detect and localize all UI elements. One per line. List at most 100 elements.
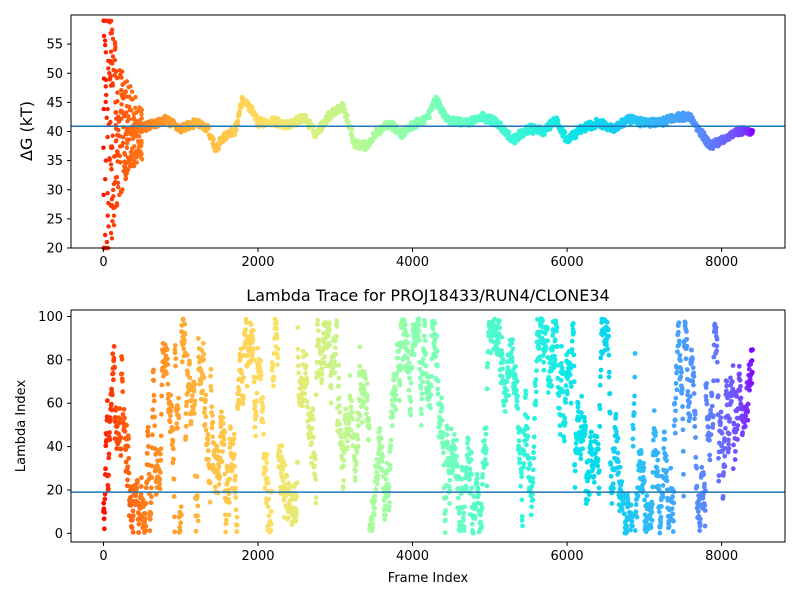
bottom-point bbox=[171, 514, 177, 520]
bottom-point bbox=[484, 446, 489, 452]
bottom-point bbox=[333, 351, 339, 357]
bottom-point bbox=[734, 426, 740, 432]
bottom-point bbox=[715, 393, 721, 399]
top-point bbox=[108, 162, 114, 167]
bottom-point bbox=[226, 499, 232, 505]
bottom-point bbox=[366, 416, 372, 421]
bottom-point bbox=[232, 451, 237, 457]
top-point bbox=[118, 160, 123, 165]
bottom-point bbox=[205, 448, 211, 454]
top-point bbox=[104, 239, 110, 245]
bottom-point bbox=[745, 401, 751, 407]
bottom-point bbox=[691, 391, 697, 396]
bottom-point bbox=[737, 371, 742, 377]
bottom-point bbox=[483, 431, 489, 437]
bottom-point bbox=[309, 460, 315, 466]
bottom-point bbox=[239, 370, 245, 376]
bottom-point bbox=[551, 365, 557, 370]
bottom-point bbox=[559, 365, 565, 371]
bottom-point bbox=[682, 320, 688, 326]
bottom-point bbox=[192, 381, 198, 387]
bottom-point bbox=[417, 375, 423, 381]
bottom-point bbox=[340, 442, 345, 448]
bottom-point bbox=[355, 443, 361, 449]
bottom-point bbox=[481, 465, 487, 470]
top-x-tick-label: 8000 bbox=[705, 255, 738, 270]
bottom-point bbox=[534, 368, 539, 374]
bottom-point bbox=[713, 325, 719, 331]
bottom-point bbox=[432, 320, 438, 326]
bottom-point bbox=[633, 509, 639, 514]
bottom-point bbox=[310, 417, 316, 422]
bottom-point bbox=[363, 406, 369, 411]
bottom-point bbox=[370, 521, 375, 527]
bottom-point bbox=[202, 422, 208, 427]
bottom-point bbox=[304, 399, 310, 405]
bottom-point bbox=[649, 517, 655, 523]
bottom-point bbox=[406, 369, 412, 375]
bottom-point bbox=[195, 518, 201, 524]
bottom-point bbox=[357, 413, 363, 419]
bottom-point bbox=[613, 428, 619, 434]
bottom-point bbox=[222, 512, 228, 518]
bottom-y-axis-label: Lambda Index bbox=[14, 380, 29, 473]
bottom-point bbox=[406, 360, 412, 366]
top-point bbox=[249, 105, 255, 111]
bottom-point bbox=[350, 416, 355, 422]
bottom-point bbox=[624, 523, 630, 529]
bottom-point bbox=[631, 411, 637, 416]
top-point bbox=[133, 110, 139, 115]
bottom-point bbox=[660, 483, 666, 488]
bottom-point bbox=[659, 504, 664, 509]
bottom-point bbox=[387, 449, 393, 454]
bottom-point bbox=[617, 464, 623, 470]
bottom-point bbox=[704, 401, 710, 407]
top-point bbox=[114, 75, 120, 81]
bottom-point bbox=[674, 365, 680, 370]
bottom-point bbox=[714, 348, 720, 354]
bottom-point bbox=[216, 481, 222, 487]
bottom-point bbox=[315, 322, 320, 328]
bottom-point bbox=[418, 385, 424, 391]
bottom-point bbox=[564, 391, 570, 397]
bottom-point bbox=[442, 517, 448, 523]
bottom-point bbox=[501, 402, 507, 408]
bottom-y-tick-label: 100 bbox=[38, 310, 63, 325]
bottom-point bbox=[499, 334, 505, 340]
bottom-point bbox=[530, 480, 536, 485]
bottom-point bbox=[159, 411, 164, 417]
bottom-point bbox=[390, 414, 396, 420]
bottom-point bbox=[697, 516, 703, 522]
top-point bbox=[104, 115, 109, 121]
bottom-point bbox=[203, 392, 209, 398]
bottom-point bbox=[183, 411, 189, 417]
bottom-point bbox=[386, 504, 392, 510]
top-point bbox=[123, 90, 128, 95]
bottom-point bbox=[280, 466, 286, 472]
bottom-point bbox=[705, 424, 711, 430]
bottom-point bbox=[418, 406, 424, 412]
bottom-point bbox=[714, 343, 720, 349]
bottom-point bbox=[738, 395, 744, 401]
top-point bbox=[506, 129, 512, 135]
bottom-point bbox=[649, 505, 654, 511]
bottom-point bbox=[605, 327, 611, 333]
bottom-point bbox=[207, 480, 213, 486]
bottom-point bbox=[450, 466, 456, 471]
top-point bbox=[139, 112, 144, 117]
bottom-point bbox=[111, 377, 116, 383]
top-x-ticks: 0 2000 4000 6000 8000 bbox=[99, 248, 738, 270]
bottom-point bbox=[336, 383, 341, 389]
bottom-point bbox=[127, 484, 133, 490]
bottom-point bbox=[260, 394, 266, 400]
bottom-point bbox=[420, 379, 426, 385]
bottom-point bbox=[467, 477, 472, 483]
top-point bbox=[118, 189, 124, 194]
bottom-point bbox=[357, 344, 363, 350]
bottom-point bbox=[510, 337, 516, 343]
bottom-point bbox=[615, 459, 621, 465]
top-point bbox=[101, 33, 107, 39]
bottom-point bbox=[445, 426, 450, 432]
bottom-point bbox=[441, 450, 446, 456]
